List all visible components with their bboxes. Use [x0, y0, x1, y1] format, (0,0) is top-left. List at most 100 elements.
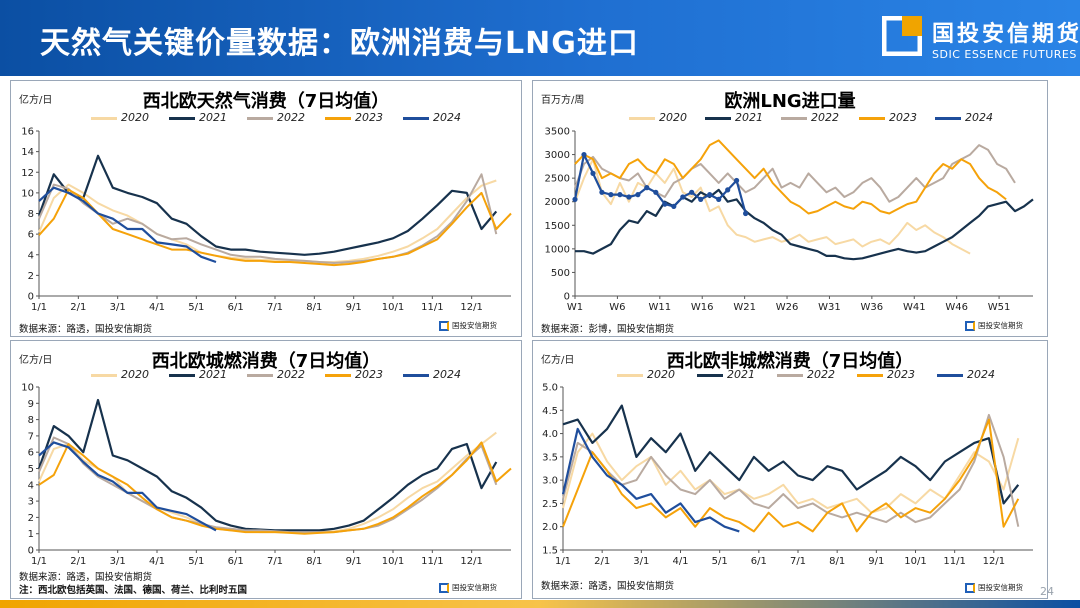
- page-title: 天然气关键价量数据：欧洲消费与LNG进口: [40, 26, 639, 61]
- y-tick-label: 12: [21, 168, 34, 179]
- legend-item-2021: 2021: [169, 368, 227, 381]
- y-axis-unit: 百万方/周: [541, 95, 585, 106]
- legend-item-2022: 2022: [781, 111, 839, 124]
- x-tick-label: 6/1: [228, 302, 244, 313]
- mini-logo: 国投安信期货: [439, 582, 519, 596]
- series-line-2022: [562, 413, 1020, 527]
- legend-swatch: [91, 116, 117, 120]
- y-tick-label: 4: [28, 250, 34, 261]
- legend-swatch: [325, 116, 351, 120]
- legend-item-2021: 2021: [169, 111, 227, 124]
- mini-logo-icon: [965, 321, 975, 331]
- x-tick-label: 9/1: [868, 556, 884, 567]
- chart-svg: 0 1 2 3 4 5 6 7 8 9 10 1/1 2/1 3/1 4/1 5/1 6/1 7/1 8/1 9/1 1…: [21, 383, 512, 567]
- x-tick-label: 7/1: [790, 556, 806, 567]
- y-tick-label: 2: [28, 271, 34, 282]
- legend-label: 2024: [965, 111, 993, 124]
- legend-swatch: [403, 116, 429, 120]
- legend-item-2024: 2024: [403, 368, 461, 381]
- legend-swatch: [777, 373, 803, 377]
- series-point-2024: [635, 192, 641, 198]
- x-tick-label: 11/1: [421, 556, 443, 567]
- chart-svg: 0 500 1000 1500 2000 2500 3000 3500 W1 W6 W11 W16 W2…: [545, 127, 1034, 313]
- x-tick-label: W11: [649, 302, 672, 313]
- legend-swatch: [247, 373, 273, 377]
- y-tick-label: 0: [564, 292, 570, 303]
- legend-swatch: [169, 373, 195, 377]
- series-point-2024: [698, 196, 704, 202]
- y-tick-label: 4: [28, 480, 34, 491]
- x-tick-label: 6/1: [228, 556, 244, 567]
- legend-swatch: [937, 373, 963, 377]
- y-tick-label: 1.5: [542, 546, 558, 557]
- series-line-2023: [38, 188, 512, 267]
- chart-title: 西北欧非城燃消费（7日均值）: [666, 351, 914, 372]
- y-tick-label: 3000: [545, 150, 570, 161]
- chart-title: 西北欧城燃消费（7日均值）: [151, 351, 381, 372]
- bottom-accent-bar: [0, 600, 1080, 608]
- header-bar: 天然气关键价量数据：欧洲消费与LNG进口 国投安信期货 SDIC ESSENCE…: [0, 0, 1080, 76]
- chart-panel-eu-lng: 欧洲LNG进口量 百万方/周 2020 2021 2022 2023 2024 0 500 100…: [532, 80, 1048, 337]
- x-tick-label: W1: [567, 302, 583, 313]
- y-axis-unit: 亿方/日: [19, 95, 53, 106]
- legend-label: 2022: [807, 368, 835, 381]
- mini-logo-icon: [439, 583, 449, 593]
- y-tick-label: 500: [551, 268, 570, 279]
- legend-swatch: [169, 116, 195, 120]
- x-tick-label: 5/1: [188, 302, 204, 313]
- legend-label: 2022: [811, 111, 839, 124]
- series-line-2022: [38, 173, 498, 264]
- legend-item-2024: 2024: [935, 111, 993, 124]
- legend-label: 2024: [967, 368, 995, 381]
- logo-name-cn: 国投安信期货: [932, 22, 1080, 47]
- data-source: 数据来源：路透，国投安信期货: [19, 572, 153, 583]
- data-source: 数据来源：路透，国投安信期货: [541, 581, 675, 592]
- chart-svg: 0 2 4 6 8 10 12 14 16 1/1 2/1 3/1 4/1 5/1 6/1 7/1 8/1 9/1…: [21, 127, 512, 313]
- series-line-2020: [38, 179, 497, 263]
- mini-logo: 国投安信期货: [965, 582, 1045, 596]
- y-axis-unit: 亿方/日: [19, 355, 53, 366]
- x-tick-label: 4/1: [149, 302, 165, 313]
- mini-logo-text: 国投安信期货: [978, 583, 1023, 592]
- y-tick-label: 0: [28, 292, 34, 303]
- legend-item-2021: 2021: [697, 368, 755, 381]
- x-tick-label: 3/1: [110, 556, 126, 567]
- series-point-2024: [680, 194, 686, 200]
- legend-item-2020: 2020: [91, 111, 149, 124]
- series-point-2024: [707, 192, 713, 198]
- x-tick-label: W41: [903, 302, 926, 313]
- series-line-2020: [562, 432, 1020, 514]
- legend-item-2021: 2021: [705, 111, 763, 124]
- series-line-2021: [575, 188, 1034, 261]
- y-tick-label: 1: [28, 529, 34, 540]
- y-tick-label: 2.5: [542, 499, 558, 510]
- legend-label: 2023: [355, 111, 383, 124]
- y-tick-label: 8: [28, 209, 34, 220]
- x-tick-label: 7/1: [267, 302, 283, 313]
- x-tick-label: 3/1: [110, 302, 126, 313]
- mini-logo: 国投安信期货: [965, 320, 1045, 334]
- legend-label: 2020: [659, 111, 687, 124]
- y-tick-label: 3500: [545, 127, 570, 138]
- series-point-2024: [653, 189, 659, 195]
- legend-label: 2021: [199, 111, 227, 124]
- x-tick-label: 1/1: [555, 556, 571, 567]
- mini-logo-text: 国投安信期货: [452, 583, 497, 592]
- legend-swatch: [781, 116, 807, 120]
- x-tick-label: 1/1: [31, 302, 47, 313]
- x-tick-label: 2/1: [70, 302, 86, 313]
- series-point-2024: [572, 196, 578, 202]
- y-tick-label: 3.5: [542, 452, 558, 463]
- x-tick-label: 2/1: [594, 556, 610, 567]
- y-tick-label: 1500: [545, 221, 570, 232]
- legend-label: 2021: [735, 111, 763, 124]
- y-tick-label: 2000: [545, 197, 570, 208]
- y-tick-label: 3: [28, 497, 34, 508]
- y-tick-label: 6: [28, 230, 34, 241]
- legend-label: 2022: [277, 111, 305, 124]
- series-point-2024: [689, 189, 695, 195]
- x-tick-label: 10/1: [382, 302, 404, 313]
- legend-item-2023: 2023: [857, 368, 915, 381]
- series-line-2023: [38, 441, 512, 535]
- series-point-2024: [626, 194, 632, 200]
